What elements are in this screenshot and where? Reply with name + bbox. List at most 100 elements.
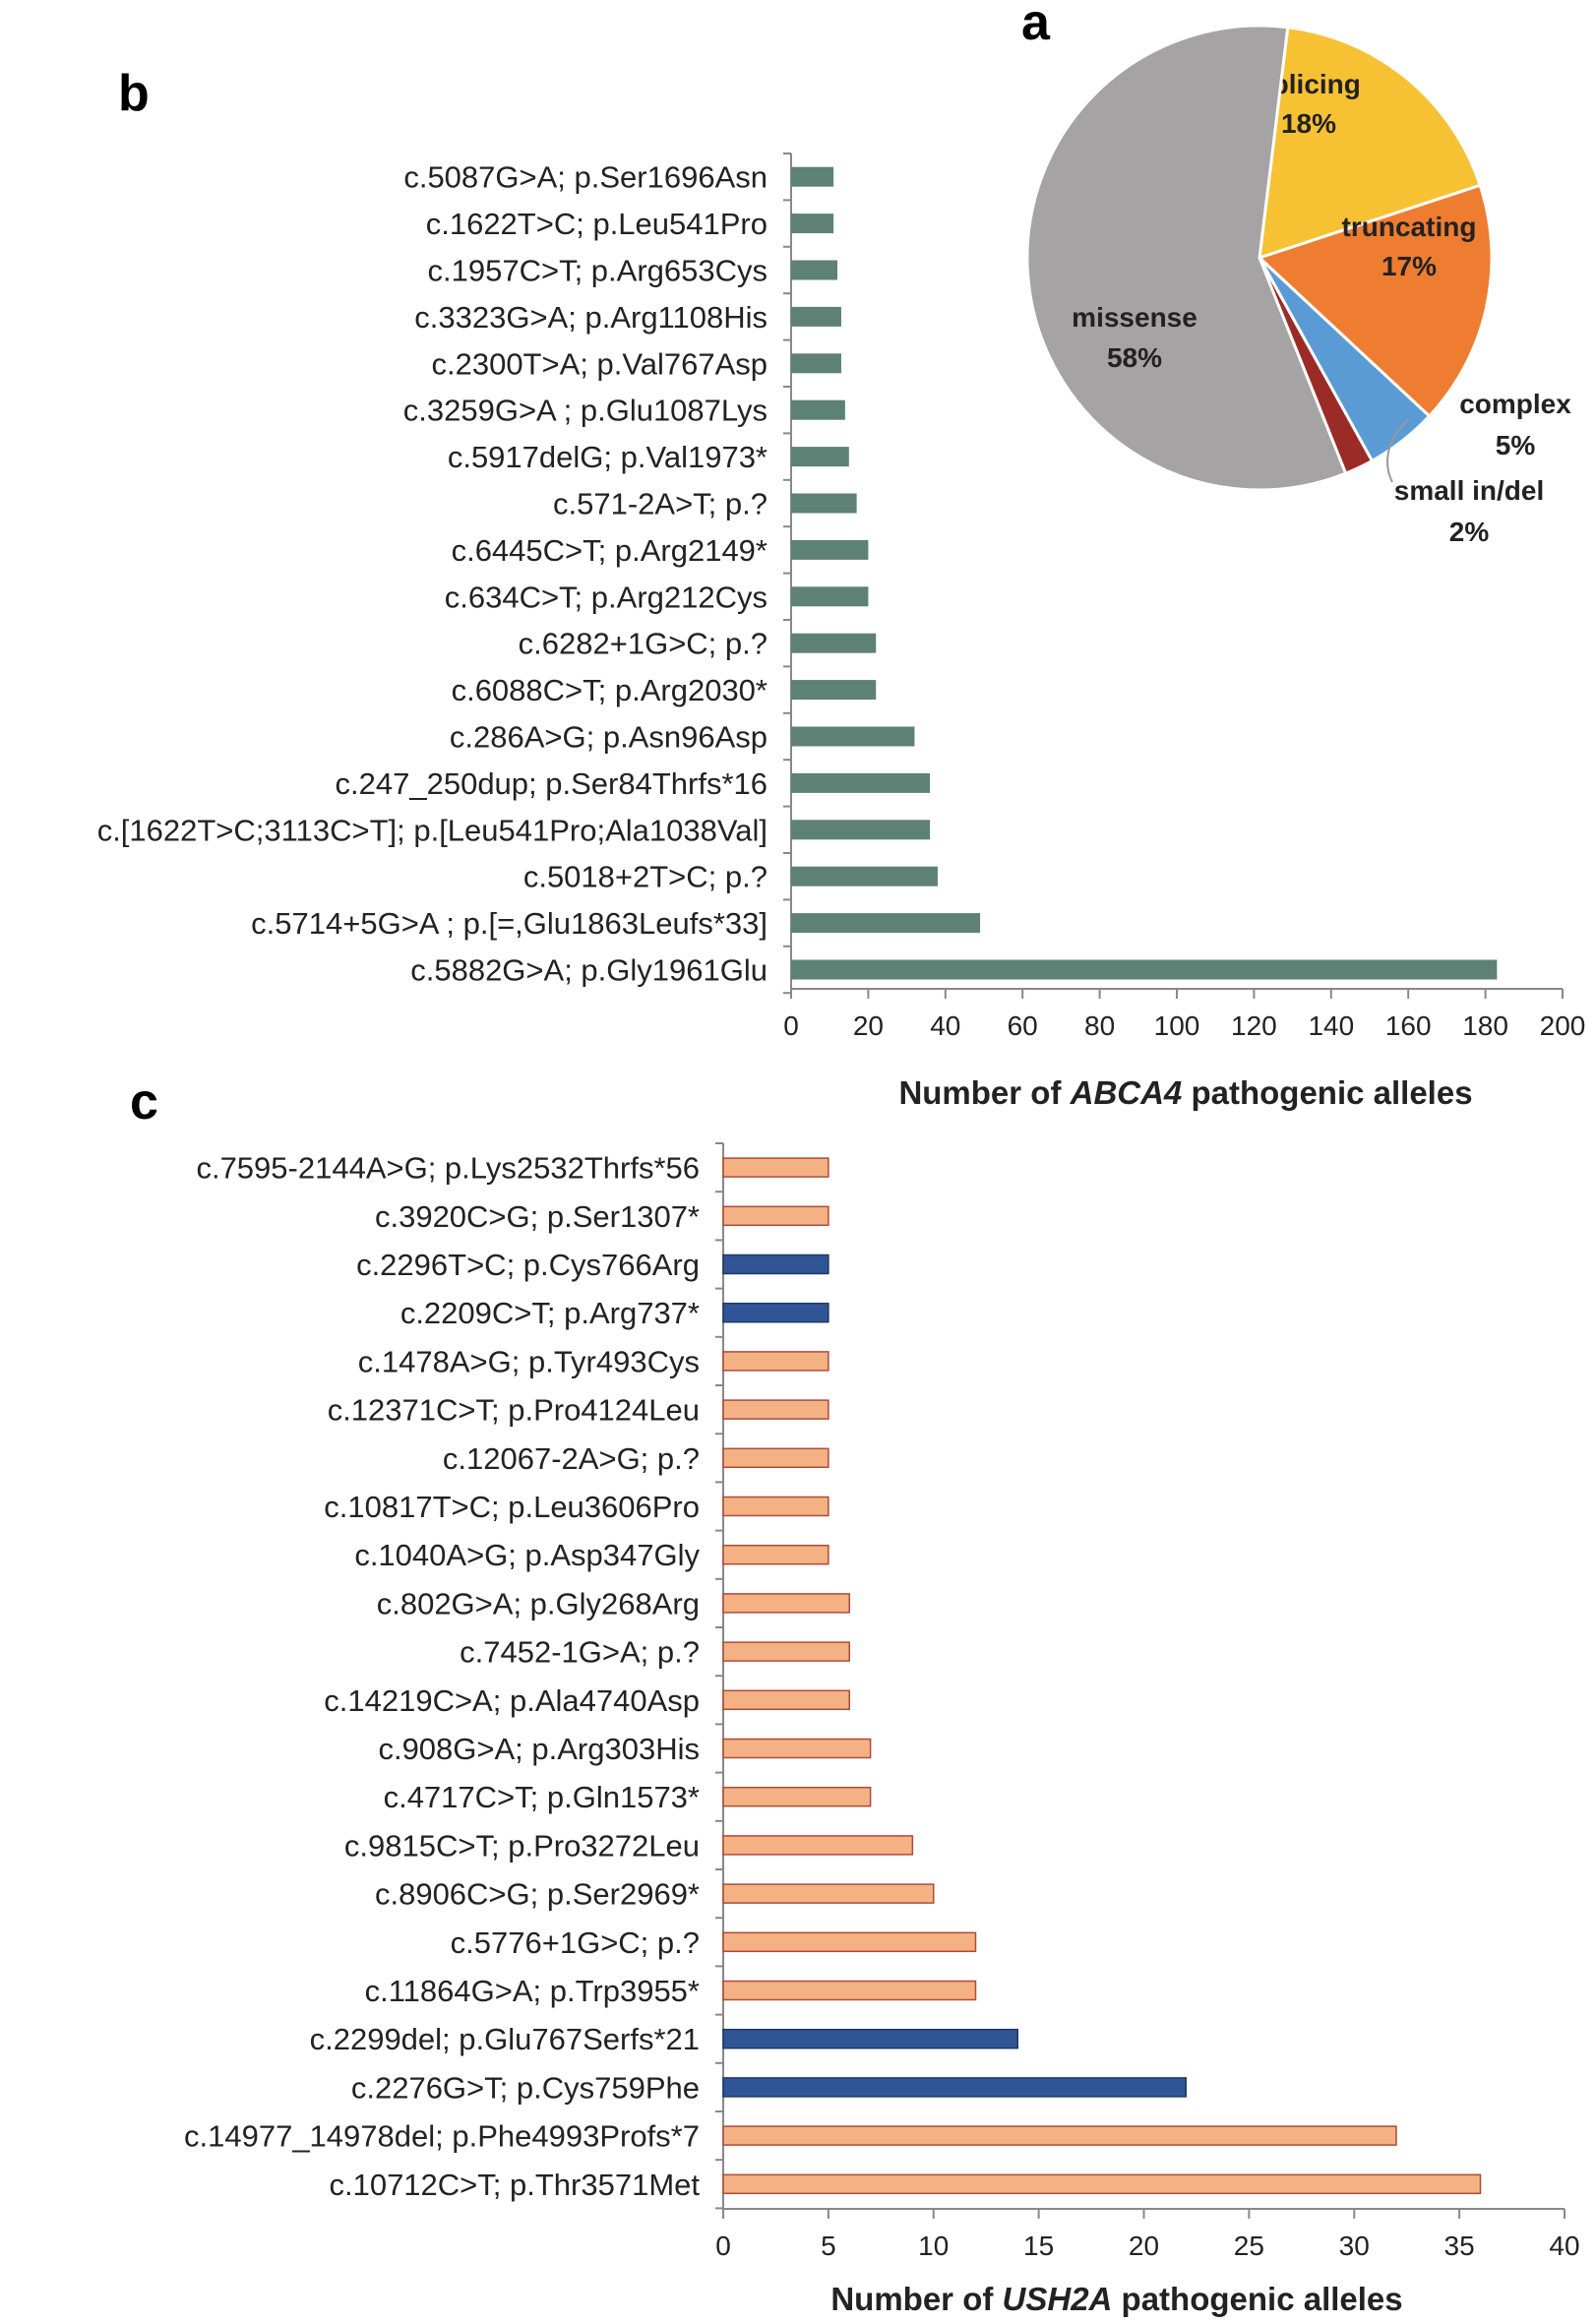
bar-c-14977-14978del-p-phe4993profs-7 (722, 2125, 1397, 2146)
bar-c-5882g-a-p-gly1961glu (791, 959, 1498, 980)
category-label: c.6445C>T; p.Arg2149* (452, 533, 767, 568)
category-label: c.1040A>G; p.Asp347Gly (354, 1538, 700, 1572)
x-tick-label: 40 (1549, 2231, 1579, 2261)
category-label: c.[1622T>C;3113C>T]; p.[Leu541Pro;Ala103… (97, 813, 767, 847)
category-label: c.4717C>T; p.Gln1573* (384, 1780, 700, 1814)
x-tick-label: 10 (918, 2231, 949, 2261)
category-label: c.571-2A>T; p.? (553, 487, 767, 521)
x-axis-title: Number of USH2A pathogenic alleles (830, 2281, 1402, 2317)
bar-c-5714-5g-a-p-glu1863leufs-33 (791, 913, 981, 934)
bar-c-6445c-t-p-arg2149 (791, 539, 869, 560)
x-tick-label: 15 (1023, 2231, 1054, 2261)
ush2a-bar-chart: c.7595-2144A>G; p.Lys2532Thrfs*56 c.3920C… (184, 1142, 1580, 2317)
bar-c-571-2a-t-p (791, 493, 857, 514)
bar-c-4717c-t-p-gln1573 (722, 1786, 872, 1807)
x-tick-label: 5 (821, 2231, 836, 2261)
bar-c-5917delg-p-val1973 (791, 447, 849, 467)
category-label: c.3323G>A; p.Arg1108His (414, 300, 767, 335)
bar-c-1040a-g-p-asp347gly (722, 1544, 829, 1565)
category-label: c.5882G>A; p.Gly1961Glu (410, 953, 767, 988)
x-tick-label: 0 (783, 1010, 799, 1041)
x-tick-label: 0 (715, 2231, 731, 2261)
x-tick-label: 35 (1444, 2231, 1475, 2261)
category-label: c.5917delG; p.Val1973* (448, 440, 767, 474)
pie-slice-truncating (1257, 183, 1494, 419)
pie-label-complex: complex (1459, 389, 1571, 419)
x-tick-label: 140 (1308, 1010, 1354, 1041)
x-tick-label: 40 (930, 1010, 960, 1041)
panel-letter-a: a (1021, 0, 1051, 51)
pie-label-small-in-del: small in/del (1394, 475, 1545, 506)
bar-c-2296t-c-p-cys766arg (722, 1253, 829, 1275)
abca4-bar-chart: c.5087G>A; p.Ser1696Asn c.1622T>C; p.Leu5… (97, 153, 1586, 1111)
bar-c-2299del-p-glu767serfs-21 (722, 2028, 1018, 2049)
bar-c-7452-1g-a-p (722, 1641, 850, 1662)
category-label: c.8906C>G; p.Ser2969* (375, 1877, 700, 1912)
category-label: c.11864G>A; p.Trp3955* (365, 1974, 700, 2008)
bar-c-634c-t-p-arg212cys (791, 586, 869, 607)
pie-slice-splicing (1258, 26, 1483, 261)
category-label: c.10712C>T; p.Thr3571Met (329, 2168, 700, 2202)
pie-slice-missense (1025, 24, 1348, 492)
category-label: c.1622T>C; p.Leu541Pro (426, 207, 767, 241)
bar-c-1622t-c-3113c-t-p-leu541pro-ala1038val (791, 820, 931, 840)
bar-c-11864g-a-p-trp3955 (722, 1980, 977, 2001)
bar-c-2209c-t-p-arg737 (722, 1302, 829, 1323)
pie-label-missense: missense (1072, 302, 1197, 333)
pie-percent-splicing: 18% (1281, 108, 1336, 139)
bar-c-14219c-a-p-ala4740asp (722, 1689, 850, 1711)
bar-c-1622t-c-p-leu541pro (791, 214, 834, 234)
x-tick-label: 120 (1231, 1010, 1277, 1041)
bar-c-5018-2t-c-p (791, 866, 938, 886)
bar-c-5087g-a-p-ser1696asn (791, 166, 834, 187)
category-label: c.2300T>A; p.Val767Asp (431, 346, 767, 381)
pie-percent-small-in-del: 2% (1449, 517, 1490, 547)
bar-c-8906c-g-p-ser2969 (722, 1883, 935, 1904)
pie-label-truncating: truncating (1342, 212, 1477, 242)
pie-percent-truncating: 17% (1381, 251, 1437, 281)
pie-leader-line (1386, 418, 1410, 483)
category-label: c.5087G>A; p.Ser1696Asn (403, 160, 767, 195)
panel-letter-b: b (118, 65, 150, 122)
category-label: c.14219C>A; p.Ala4740Asp (324, 1683, 700, 1718)
category-label: c.2276G>T; p.Cys759Phe (351, 2070, 700, 2105)
category-label: c.1478A>G; p.Tyr493Cys (358, 1344, 700, 1378)
x-tick-label: 180 (1462, 1010, 1508, 1041)
category-label: c.12371C>T; p.Pro4124Leu (328, 1393, 700, 1428)
x-tick-label: 100 (1154, 1010, 1200, 1041)
category-label: c.14977_14978del; p.Phe4993Profs*7 (184, 2119, 700, 2154)
bar-c-7595-2144a-g-p-lys2532thrfs-56 (722, 1157, 829, 1178)
bar-c-2276g-t-p-cys759phe (722, 2077, 1187, 2098)
x-tick-label: 20 (1129, 2231, 1159, 2261)
category-label: c.3259G>A ; p.Glu1087Lys (403, 394, 767, 428)
category-label: c.7452-1G>A; p.? (460, 1635, 700, 1670)
category-label: c.2299del; p.Glu767Serfs*21 (310, 2022, 700, 2056)
category-label: c.7595-2144A>G; p.Lys2532Thrfs*56 (196, 1151, 700, 1186)
category-label: c.908G>A; p.Arg303His (378, 1732, 700, 1766)
category-label: c.12067-2A>G; p.? (443, 1441, 700, 1476)
category-label: c.247_250dup; p.Ser84Thrfs*16 (336, 766, 767, 801)
category-label: c.2296T>C; p.Cys766Arg (356, 1248, 700, 1282)
bar-c-3323g-a-p-arg1108his (791, 306, 841, 327)
category-label: c.6282+1G>C; p.? (519, 627, 767, 661)
pie-percent-complex: 5% (1496, 430, 1536, 460)
bar-c-6282-1g-c-p (791, 633, 877, 653)
bar-c-9815c-t-p-pro3272leu (722, 1835, 914, 1856)
x-tick-label: 20 (853, 1010, 884, 1041)
category-label: c.5018+2T>C; p.? (523, 860, 767, 894)
bar-c-3920c-g-p-ser1307 (722, 1205, 829, 1227)
x-tick-label: 200 (1540, 1010, 1586, 1041)
pie-percent-missense: 58% (1107, 342, 1162, 373)
category-label: c.9815C>T; p.Pro3272Leu (344, 1828, 700, 1863)
panel-letter-c: c (130, 1073, 158, 1131)
x-tick-label: 25 (1234, 2231, 1264, 2261)
category-label: c.2209C>T; p.Arg737* (400, 1296, 700, 1330)
bar-c-908g-a-p-arg303his (722, 1738, 872, 1759)
category-label: c.802G>A; p.Gly268Arg (377, 1586, 700, 1620)
x-tick-label: 160 (1385, 1010, 1432, 1041)
bar-c-12067-2a-g-p (722, 1447, 829, 1469)
category-label: c.10817T>C; p.Leu3606Pro (324, 1490, 700, 1524)
bar-c-1478a-g-p-tyr493cys (722, 1351, 829, 1372)
